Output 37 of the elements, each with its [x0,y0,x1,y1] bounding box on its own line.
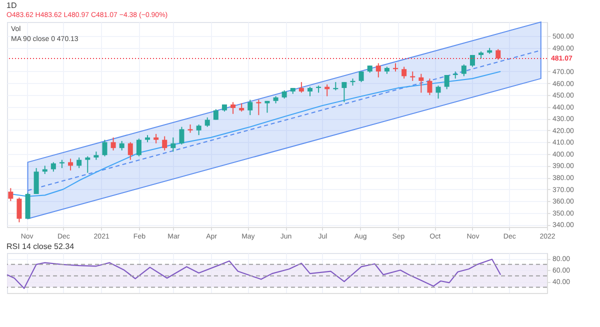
candlestick [342,82,347,103]
candlestick [418,73,424,94]
candlestick [196,124,202,136]
candlestick [213,108,218,120]
candlestick [162,136,168,151]
candlestick [298,82,304,94]
candlestick [128,142,133,160]
chart-title: RSI 14 close 52.34 [6,242,75,251]
candlestick [496,48,501,60]
candlestick [256,99,262,116]
candlestick [376,62,381,78]
candlestick [248,99,253,116]
candlestick [85,156,90,174]
candlestick [102,139,108,157]
candlestick [204,116,210,128]
candlestick [8,188,14,202]
line-series [6,258,502,289]
candlestick [427,78,432,96]
candlestick [461,64,466,77]
candlestick [179,126,184,146]
candlestick [16,197,22,223]
candlestick [402,66,407,80]
chart-title: 1D [6,1,17,10]
candlestick [230,102,236,114]
candlestick [119,140,124,151]
candlestick [68,158,74,171]
candlestick [110,136,116,151]
candlestick [436,85,441,100]
candlestick [34,168,39,195]
candlestick [170,136,176,152]
candlestick [307,86,312,97]
candlestick [444,74,450,90]
candlestick [50,162,56,172]
candlestick [76,156,82,169]
candlestick [136,138,142,157]
candlestick [154,133,159,144]
candlestick [410,70,416,82]
